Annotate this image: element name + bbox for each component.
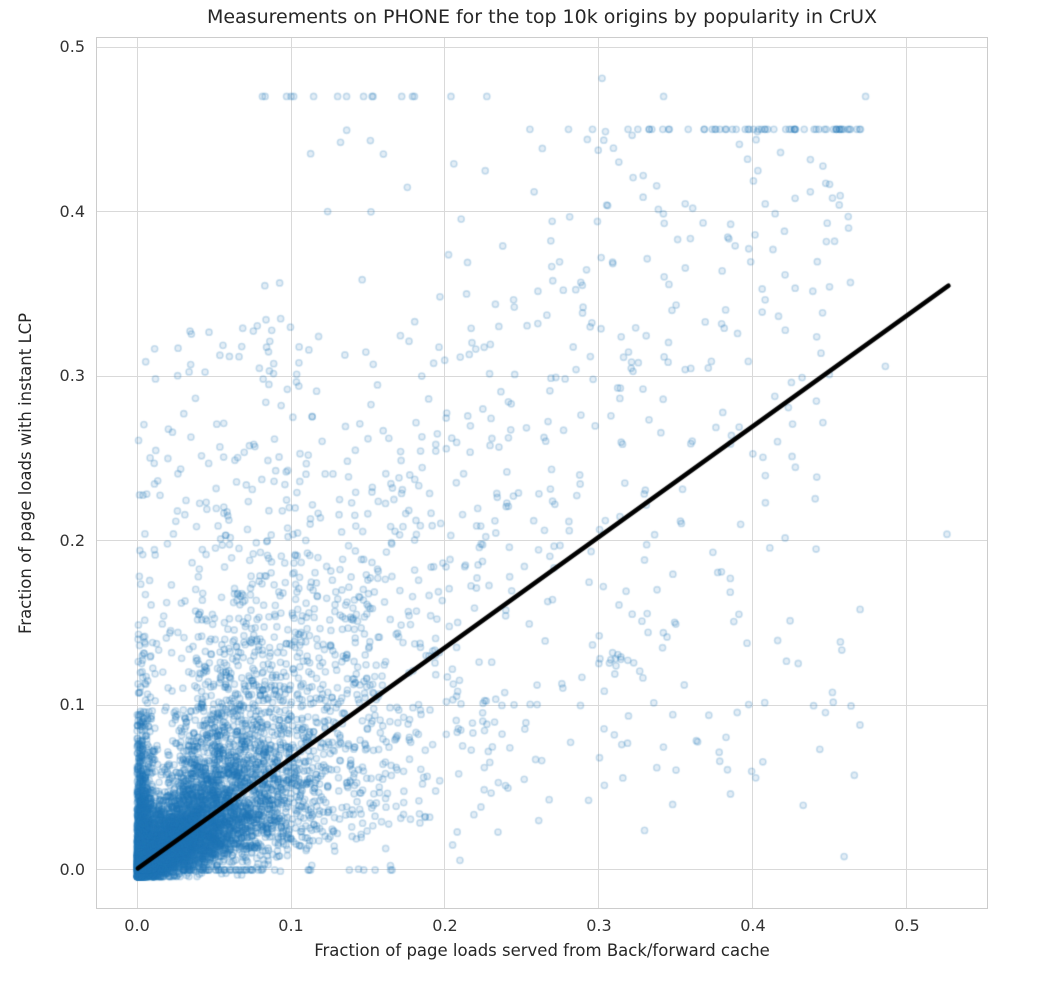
- x-tick-label: 0.1: [278, 916, 304, 935]
- y-tick-label: 0.3: [59, 366, 85, 386]
- y-tick-label: 0.4: [59, 201, 85, 221]
- x-tick-label: 0.4: [740, 916, 766, 935]
- x-tick-label: 0.2: [432, 916, 458, 935]
- y-tick-label: 0.1: [59, 695, 85, 715]
- plot-area: [96, 37, 988, 909]
- x-axis-label: Fraction of page loads served from Back/…: [314, 941, 770, 960]
- y-tick-label: 0.2: [59, 530, 85, 550]
- x-tick-label: 0.0: [124, 916, 150, 935]
- y-tick-label: 0.5: [59, 37, 85, 57]
- x-tick-label: 0.3: [586, 916, 612, 935]
- chart-title: Measurements on PHONE for the top 10k or…: [206, 6, 878, 28]
- y-tick-label: 0.0: [59, 859, 85, 879]
- y-axis-label: Fraction of page loads with instant LCP: [16, 312, 35, 634]
- x-tick-label: 0.5: [894, 916, 920, 935]
- scatter-canvas: [97, 38, 987, 908]
